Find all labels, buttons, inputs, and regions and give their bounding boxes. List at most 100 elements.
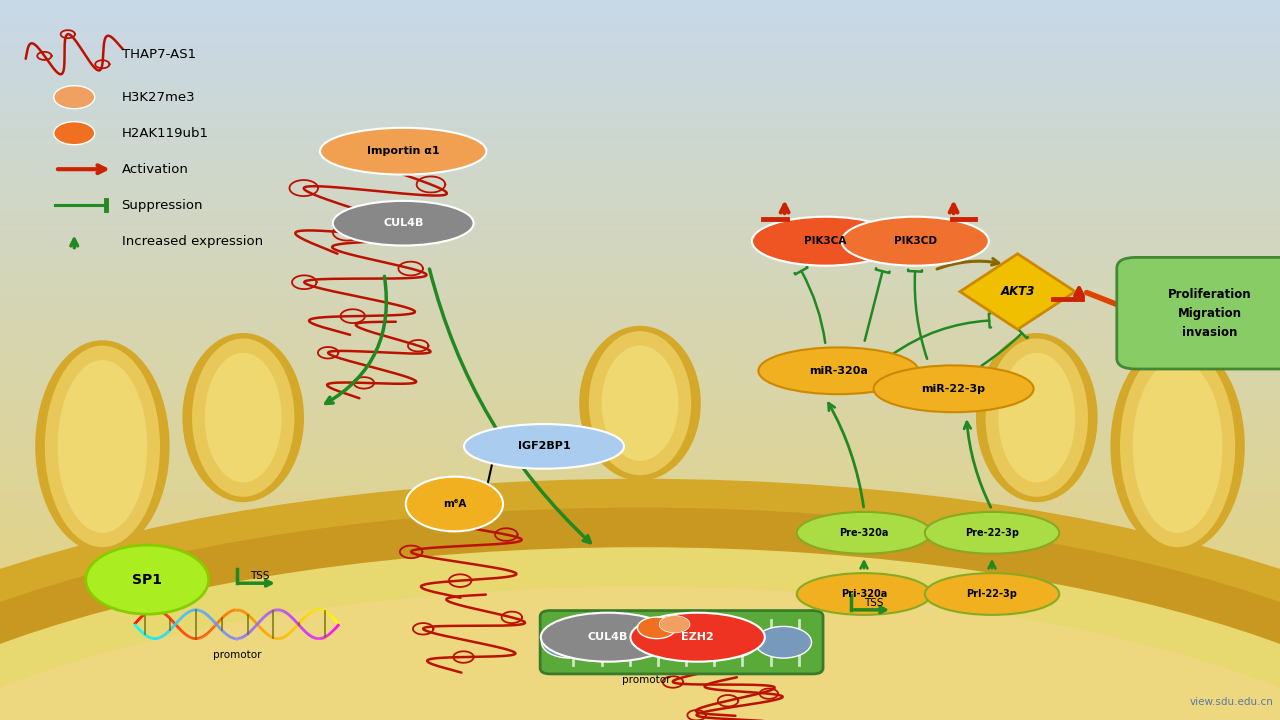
Ellipse shape (580, 325, 701, 481)
Text: miR-320a: miR-320a (809, 366, 868, 376)
Bar (0, 331, 1280, 335)
Bar (0, 558, 1280, 562)
Bar (0, 173, 1280, 176)
Bar (0, 652, 1280, 655)
Bar (0, 515, 1280, 518)
Bar (0, 666, 1280, 670)
Bar (0, 104, 1280, 108)
Ellipse shape (874, 366, 1034, 412)
Bar (0, 79, 1280, 83)
Bar (0, 713, 1280, 716)
Bar (0, 36, 1280, 40)
Bar (0, 338, 1280, 342)
Bar (0, 695, 1280, 698)
Bar (0, 256, 1280, 259)
Circle shape (637, 617, 676, 639)
Text: IGF2BP1: IGF2BP1 (517, 441, 571, 451)
Bar (0, 158, 1280, 162)
Bar (0, 223, 1280, 227)
Bar (0, 396, 1280, 400)
Bar (0, 245, 1280, 248)
Bar (0, 155, 1280, 158)
Bar (0, 86, 1280, 90)
Text: view.sdu.edu.cn: view.sdu.edu.cn (1189, 697, 1274, 707)
Bar (0, 299, 1280, 302)
Text: Activation: Activation (122, 163, 188, 176)
Bar (0, 353, 1280, 356)
Ellipse shape (192, 338, 294, 497)
Bar (0, 418, 1280, 421)
Bar (0, 619, 1280, 623)
Bar (0, 648, 1280, 652)
Text: PrI-22-3p: PrI-22-3p (966, 589, 1018, 599)
Bar (0, 407, 1280, 410)
Bar (0, 659, 1280, 662)
Text: miR-22-3p: miR-22-3p (922, 384, 986, 394)
Bar (0, 616, 1280, 619)
Bar (0, 61, 1280, 65)
Bar (0, 335, 1280, 338)
Bar (0, 68, 1280, 72)
Bar (0, 317, 1280, 320)
Bar (0, 565, 1280, 569)
Bar (0, 238, 1280, 241)
Circle shape (659, 616, 690, 633)
Bar (0, 324, 1280, 328)
Bar (0, 572, 1280, 576)
Bar (0, 263, 1280, 266)
Ellipse shape (986, 338, 1088, 497)
Ellipse shape (1133, 360, 1222, 533)
Text: EZH2: EZH2 (681, 632, 714, 642)
Bar (0, 569, 1280, 572)
Bar (0, 454, 1280, 457)
Ellipse shape (0, 508, 1280, 720)
Bar (0, 126, 1280, 130)
Bar (0, 32, 1280, 36)
Ellipse shape (465, 424, 625, 469)
Bar (0, 392, 1280, 396)
Ellipse shape (1111, 340, 1245, 553)
Ellipse shape (540, 613, 676, 662)
Bar (0, 706, 1280, 709)
Bar (0, 587, 1280, 590)
Bar (0, 47, 1280, 50)
Bar (0, 403, 1280, 407)
Circle shape (648, 626, 704, 658)
Bar (0, 385, 1280, 389)
Text: PIK3CA: PIK3CA (804, 236, 847, 246)
Bar (0, 328, 1280, 331)
Bar (0, 306, 1280, 310)
Bar (0, 630, 1280, 634)
Bar (0, 234, 1280, 238)
Bar (0, 4, 1280, 7)
Bar (0, 493, 1280, 497)
Bar (0, 202, 1280, 205)
Bar (0, 216, 1280, 220)
Bar (0, 284, 1280, 288)
Bar (0, 191, 1280, 194)
Bar (0, 40, 1280, 43)
Text: promotor: promotor (622, 675, 671, 685)
Bar (0, 205, 1280, 209)
Bar (0, 547, 1280, 551)
Text: CUL4B: CUL4B (588, 632, 628, 642)
Bar (0, 425, 1280, 428)
Bar (0, 428, 1280, 432)
Bar (0, 54, 1280, 58)
FancyBboxPatch shape (540, 611, 823, 674)
Text: Importin α1: Importin α1 (367, 146, 439, 156)
Text: CUL4B: CUL4B (383, 218, 424, 228)
Bar (0, 310, 1280, 313)
Bar (0, 490, 1280, 493)
Bar (0, 518, 1280, 522)
Bar (0, 194, 1280, 198)
Ellipse shape (0, 587, 1280, 720)
Bar (0, 594, 1280, 598)
Bar (0, 270, 1280, 274)
Bar (0, 702, 1280, 706)
Bar (0, 576, 1280, 580)
Bar (0, 601, 1280, 605)
Bar (0, 709, 1280, 713)
Bar (0, 677, 1280, 680)
Text: SP1: SP1 (132, 572, 163, 587)
